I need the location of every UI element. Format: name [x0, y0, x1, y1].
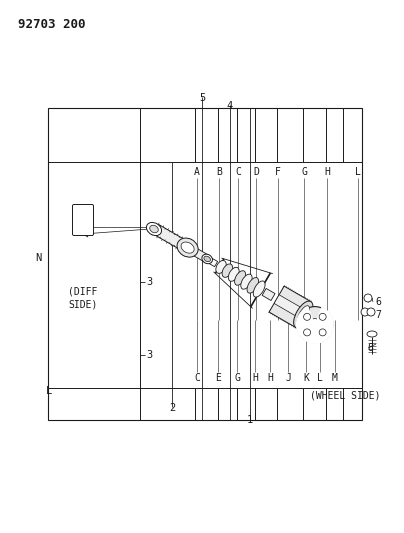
Text: 5: 5 — [199, 93, 205, 103]
Text: G: G — [301, 167, 307, 177]
Text: K: K — [303, 373, 309, 383]
Text: 3: 3 — [146, 277, 152, 287]
Text: C: C — [235, 167, 241, 177]
Ellipse shape — [367, 331, 377, 337]
Text: C: C — [194, 373, 200, 383]
Text: E: E — [215, 373, 221, 383]
Text: G: G — [234, 373, 240, 383]
Text: F: F — [275, 167, 281, 177]
Text: D: D — [253, 167, 259, 177]
Ellipse shape — [150, 225, 158, 233]
Text: 4: 4 — [227, 101, 233, 111]
Text: (WHEEL SIDE): (WHEEL SIDE) — [310, 391, 381, 401]
Text: 6: 6 — [375, 297, 381, 307]
Ellipse shape — [202, 254, 213, 264]
Ellipse shape — [204, 256, 210, 262]
Ellipse shape — [222, 264, 233, 277]
Text: 8: 8 — [367, 343, 373, 353]
Circle shape — [297, 306, 333, 343]
Circle shape — [361, 308, 369, 316]
Text: 92703 200: 92703 200 — [18, 18, 86, 31]
Text: N: N — [35, 253, 41, 263]
Ellipse shape — [241, 274, 252, 289]
Polygon shape — [189, 246, 207, 261]
Bar — [48, 108, 362, 420]
Ellipse shape — [235, 271, 246, 285]
Text: L: L — [355, 167, 361, 177]
Circle shape — [303, 313, 311, 320]
Ellipse shape — [297, 305, 309, 324]
Ellipse shape — [247, 278, 259, 293]
Ellipse shape — [181, 242, 194, 253]
Polygon shape — [262, 288, 275, 301]
Polygon shape — [269, 286, 311, 328]
Text: 7: 7 — [375, 310, 381, 320]
Text: (DIFF
SIDE): (DIFF SIDE) — [68, 287, 98, 309]
Circle shape — [303, 329, 311, 336]
Circle shape — [364, 294, 372, 302]
Text: J: J — [285, 373, 291, 383]
Text: 1: 1 — [247, 415, 253, 425]
Text: M: M — [332, 373, 338, 383]
Text: L: L — [317, 373, 323, 383]
FancyBboxPatch shape — [72, 205, 93, 236]
Ellipse shape — [228, 268, 239, 281]
Text: H: H — [324, 167, 330, 177]
Wedge shape — [296, 307, 334, 344]
Ellipse shape — [216, 261, 226, 273]
Circle shape — [309, 319, 321, 330]
Ellipse shape — [294, 301, 313, 328]
Text: H: H — [252, 373, 258, 383]
Ellipse shape — [253, 281, 265, 297]
Text: A: A — [194, 167, 200, 177]
Polygon shape — [153, 224, 187, 251]
Text: H: H — [267, 373, 273, 383]
Circle shape — [319, 313, 326, 320]
Text: B: B — [216, 167, 222, 177]
Text: 2: 2 — [169, 403, 175, 413]
Text: L: L — [46, 386, 52, 396]
Text: 3: 3 — [146, 350, 152, 360]
Polygon shape — [209, 259, 218, 266]
Ellipse shape — [147, 222, 162, 236]
Circle shape — [367, 308, 375, 316]
Wedge shape — [308, 325, 321, 344]
Circle shape — [319, 329, 326, 336]
Polygon shape — [274, 295, 306, 319]
Ellipse shape — [177, 238, 198, 257]
